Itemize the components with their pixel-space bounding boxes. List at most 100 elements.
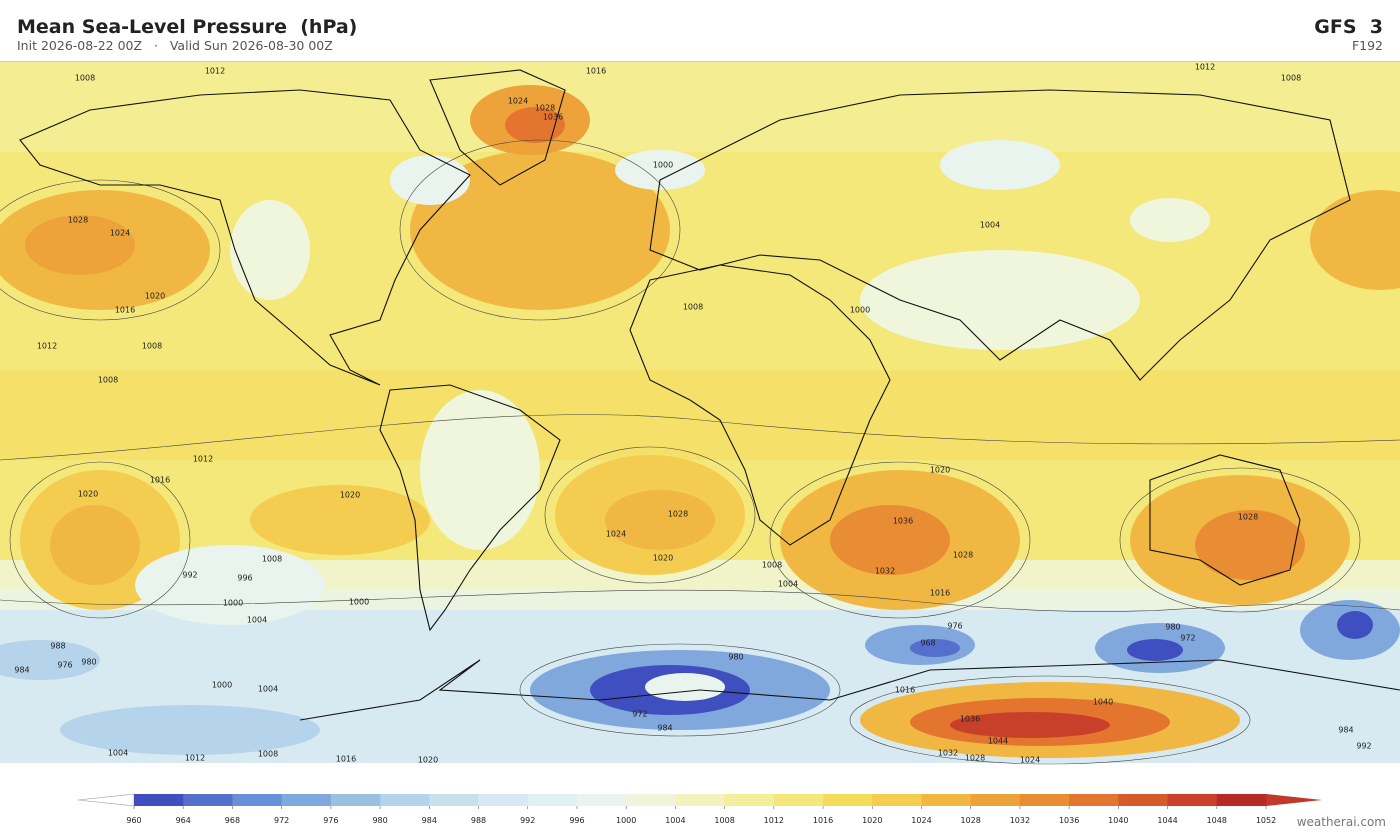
contour-label: 1008	[98, 376, 118, 385]
colorbar-tick-label: 1032	[1010, 816, 1030, 825]
contour-label: 984	[1338, 726, 1353, 735]
contour-label: 980	[728, 653, 743, 662]
forecast-hour: F192	[1351, 38, 1383, 53]
colorbar-bin	[576, 794, 627, 806]
contour-label: 980	[1165, 623, 1180, 632]
contour-label: 1032	[875, 567, 895, 576]
contour-label: 1016	[336, 755, 356, 764]
colorbar-bin	[921, 794, 972, 806]
colorbar-bin	[429, 794, 480, 806]
contour-label: 1036	[893, 517, 913, 526]
colorbar-tick-label: 1012	[764, 816, 784, 825]
colorbar-tick-label: 1000	[616, 816, 636, 825]
contour-label: 1032	[938, 749, 958, 758]
contour-label: 1016	[115, 306, 135, 315]
colorbar-over	[1266, 794, 1322, 806]
contour-label: 1020	[418, 756, 438, 765]
colorbar-tick-label: 1020	[862, 816, 882, 825]
colorbar: 960 964 968 972 976 980 984 988 992 996 1000 1004 10…	[77, 793, 1322, 825]
contour-label: 1008	[75, 74, 95, 83]
contour-label: 1012	[1195, 63, 1215, 72]
contour-label: 1012	[205, 67, 225, 76]
contour-label: 1008	[262, 555, 282, 564]
contour-label: 1044	[988, 737, 1008, 746]
colorbar-tick-label: 1028	[961, 816, 981, 825]
contour-label: 992	[1356, 742, 1371, 751]
contour-label: 1008	[142, 342, 162, 351]
contour-label: 1008	[258, 750, 278, 759]
colorbar-tick-label: 1004	[665, 816, 685, 825]
colorbar-bin	[724, 794, 775, 806]
colorbar-bin	[380, 794, 430, 806]
contour-label: 1028	[535, 104, 555, 113]
contour-label: 1036	[960, 715, 980, 724]
contour-label: 980	[81, 658, 96, 667]
contour-label: 968	[920, 639, 935, 648]
contour-label: 996	[237, 574, 252, 583]
contour-label: 1020	[653, 554, 673, 563]
pressure-field	[0, 62, 1400, 763]
contour-label: 976	[947, 622, 962, 631]
isobars	[0, 139, 1400, 765]
contour-label: 1012	[185, 754, 205, 763]
contour-label: 1020	[78, 490, 98, 499]
contour-label: 1028	[965, 754, 985, 763]
contour-label: 1028	[953, 551, 973, 560]
contour-label: 1016	[586, 67, 606, 76]
colorbar-tick-label: 988	[471, 816, 486, 825]
contour-label: 988	[50, 642, 65, 651]
colorbar-tick-label: 1048	[1207, 816, 1227, 825]
colorbar-bin	[675, 794, 726, 806]
contour-label: 1004	[778, 580, 798, 589]
contour-label: 1000	[653, 161, 673, 170]
contour-label: 1008	[1281, 74, 1301, 83]
colorbar-tick-label: 984	[422, 816, 437, 825]
contour-label: 992	[182, 571, 197, 580]
colorbar-tick-label: 1016	[813, 816, 833, 825]
subtitle: Init 2026-08-22 00Z · Valid Sun 2026-08-…	[17, 38, 333, 53]
colorbar-bin	[823, 794, 873, 806]
contour-label: 1024	[110, 229, 130, 238]
contour-label: 1004	[108, 749, 128, 758]
colorbar-bin	[281, 794, 332, 806]
contour-label: 1016	[150, 476, 170, 485]
contour-label: 1028	[668, 510, 688, 519]
contour-label: 1024	[508, 97, 528, 106]
contour-label: 984	[657, 724, 672, 733]
contour-label: 1020	[930, 466, 950, 475]
colorbar-bin	[1069, 794, 1119, 806]
contour-label: 1012	[37, 342, 57, 351]
credit: weatherai.com	[1296, 815, 1386, 829]
colorbar-tick-label: 1040	[1108, 816, 1128, 825]
colorbar-tick-label: 1036	[1059, 816, 1079, 825]
colorbar-tick-label: 1008	[714, 816, 734, 825]
contour-label: 1028	[68, 216, 88, 225]
colorbar-tick-label: 972	[274, 816, 289, 825]
model-name: GFS 3	[1314, 16, 1383, 38]
colorbar-bin	[527, 794, 578, 806]
colorbar-tick-label: 960	[126, 816, 141, 825]
contour-label: 972	[632, 710, 647, 719]
colorbar-bin	[1019, 794, 1070, 806]
colorbar-bin	[773, 794, 824, 806]
contour-label: 972	[1180, 634, 1195, 643]
colorbar-tick-label: 1024	[911, 816, 931, 825]
contour-label: 1000	[223, 599, 243, 608]
colorbar-bin	[872, 794, 922, 806]
contour-label: 976	[57, 661, 72, 670]
contour-label: 1024	[606, 530, 626, 539]
contour-label: 1004	[980, 221, 1000, 230]
contour-label: 1016	[930, 589, 950, 598]
contour-label: 1000	[850, 306, 870, 315]
colorbar-bin	[183, 794, 233, 806]
colorbar-tick-label: 968	[225, 816, 240, 825]
contour-label: 1004	[258, 685, 278, 694]
colorbar-bin	[626, 794, 676, 806]
colorbar-tick-label: 1052	[1256, 816, 1276, 825]
contour-label: 984	[14, 666, 29, 675]
colorbar-bin	[1216, 794, 1267, 806]
contour-label: 1000	[349, 598, 369, 607]
colorbar-bin	[330, 794, 381, 806]
